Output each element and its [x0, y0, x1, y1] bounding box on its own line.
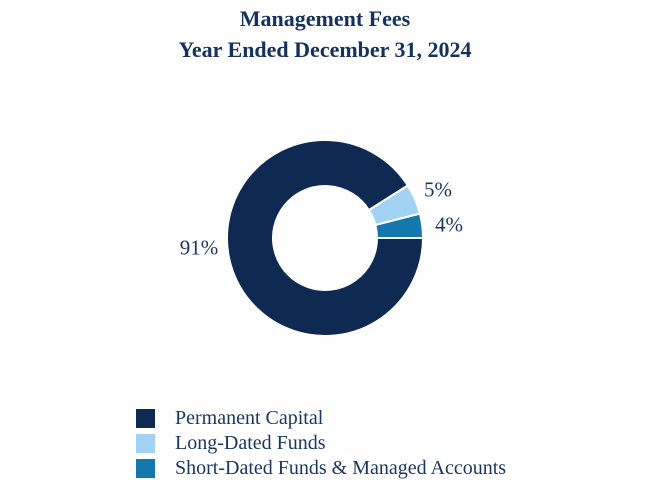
legend-item-short-dated-funds: Short-Dated Funds & Managed Accounts — [136, 456, 506, 481]
chart-title-line1: Management Fees — [239, 6, 411, 31]
legend-label-permanent-capital: Permanent Capital — [175, 407, 324, 429]
legend-label-short-dated-funds: Short-Dated Funds & Managed Accounts — [175, 457, 507, 479]
pie-slice-2 — [374, 212, 424, 239]
legend-swatch-permanent-capital — [136, 409, 155, 428]
pie-slice-0 — [226, 139, 424, 337]
slice-label-short-dated-funds: 4% — [435, 212, 463, 237]
legend-item-long-dated-funds: Long-Dated Funds — [136, 431, 506, 456]
legend-swatch-long-dated-funds — [136, 434, 155, 453]
slice-label-permanent-capital: 91% — [179, 235, 219, 260]
legend-swatch-short-dated-funds — [136, 459, 155, 478]
legend: Permanent Capital Long-Dated Funds Short… — [136, 406, 506, 481]
legend-label-long-dated-funds: Long-Dated Funds — [175, 432, 326, 454]
legend-item-permanent-capital: Permanent Capital — [136, 406, 506, 431]
chart-title: Management Fees Year Ended December 31, … — [0, 3, 650, 65]
slice-label-long-dated-funds: 5% — [424, 177, 452, 202]
chart-title-line2: Year Ended December 31, 2024 — [178, 37, 472, 62]
